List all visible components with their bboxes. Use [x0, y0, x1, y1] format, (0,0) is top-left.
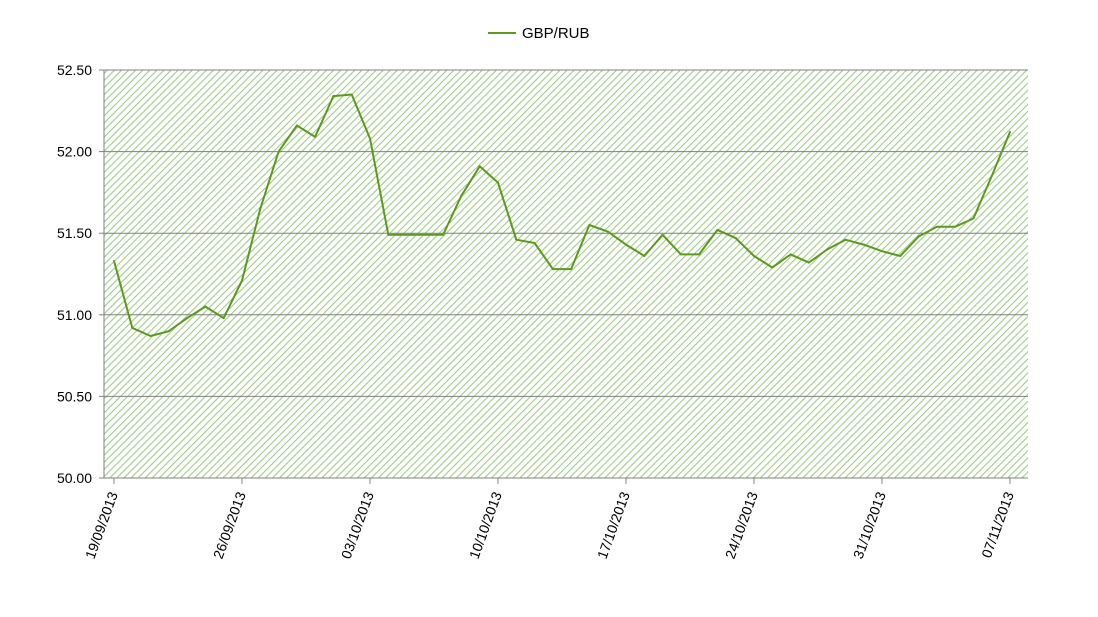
plot-area — [104, 70, 1028, 478]
data-point — [497, 181, 499, 184]
data-point — [350, 93, 353, 96]
x-tick-label: 17/10/2013 — [594, 489, 633, 561]
y-tick-label: 51.00 — [57, 307, 92, 323]
data-point — [387, 233, 390, 236]
data-point — [533, 242, 536, 244]
y-axis-tick-labels: 50.00 50.50 51.00 51.50 52.00 52.50 — [57, 62, 104, 486]
data-point — [131, 326, 134, 329]
series-line-gbp-rub — [113, 93, 1011, 337]
data-point — [186, 317, 189, 320]
gridlines — [104, 69, 1028, 397]
data-point — [771, 266, 774, 269]
data-point — [149, 335, 152, 337]
y-tick-label: 50.00 — [57, 470, 92, 486]
data-point — [259, 207, 262, 210]
data-point — [990, 175, 993, 178]
data-point — [1009, 131, 1011, 133]
data-point — [204, 305, 207, 308]
x-tick-label: 03/10/2013 — [338, 489, 377, 561]
data-point — [734, 237, 737, 240]
data-point — [807, 261, 810, 264]
x-axis-tick-labels: 19/09/2013 26/09/2013 03/10/2013 10/10/2013… — [82, 478, 1017, 561]
legend: GBP/RUB — [488, 25, 590, 42]
data-point — [935, 225, 938, 228]
data-point — [113, 259, 115, 262]
x-tick-label: 26/09/2013 — [210, 489, 249, 561]
data-point — [844, 238, 847, 241]
data-point — [295, 124, 298, 127]
data-point — [972, 217, 975, 220]
data-point — [789, 253, 792, 256]
y-tick-label: 50.50 — [57, 388, 92, 404]
data-point — [881, 250, 883, 253]
data-point — [277, 150, 280, 153]
x-tick-label: 19/09/2013 — [82, 489, 121, 561]
data-point — [917, 235, 920, 238]
data-point — [862, 243, 865, 246]
data-point — [588, 224, 591, 226]
data-point — [515, 238, 518, 241]
y-tick-label: 51.50 — [57, 225, 92, 241]
data-point — [954, 225, 957, 228]
data-point — [551, 268, 554, 271]
data-point — [899, 255, 902, 257]
data-point — [570, 268, 573, 271]
y-tick-label: 52.00 — [57, 144, 92, 160]
data-point — [478, 165, 481, 168]
x-tick-label: 10/10/2013 — [466, 489, 505, 561]
data-point — [241, 279, 243, 282]
data-point — [625, 243, 627, 246]
data-point — [222, 317, 225, 320]
data-point — [332, 95, 335, 98]
data-point — [716, 228, 719, 231]
data-point — [643, 255, 646, 257]
data-point — [698, 253, 701, 256]
data-point — [753, 255, 755, 257]
data-point — [679, 253, 682, 256]
x-tick-label: 24/10/2013 — [722, 489, 761, 561]
x-tick-label: 07/11/2013 — [978, 489, 1017, 560]
data-point — [606, 230, 609, 233]
data-point — [442, 233, 445, 236]
data-point — [460, 194, 463, 197]
data-point — [826, 248, 829, 251]
y-tick-label: 52.50 — [57, 62, 92, 78]
x-tick-label: 31/10/2013 — [850, 489, 889, 561]
data-point — [369, 137, 371, 140]
data-point — [661, 233, 664, 236]
data-point — [167, 330, 170, 333]
series-points — [113, 93, 1011, 337]
legend-label: GBP/RUB — [522, 25, 590, 42]
data-point — [314, 135, 317, 138]
